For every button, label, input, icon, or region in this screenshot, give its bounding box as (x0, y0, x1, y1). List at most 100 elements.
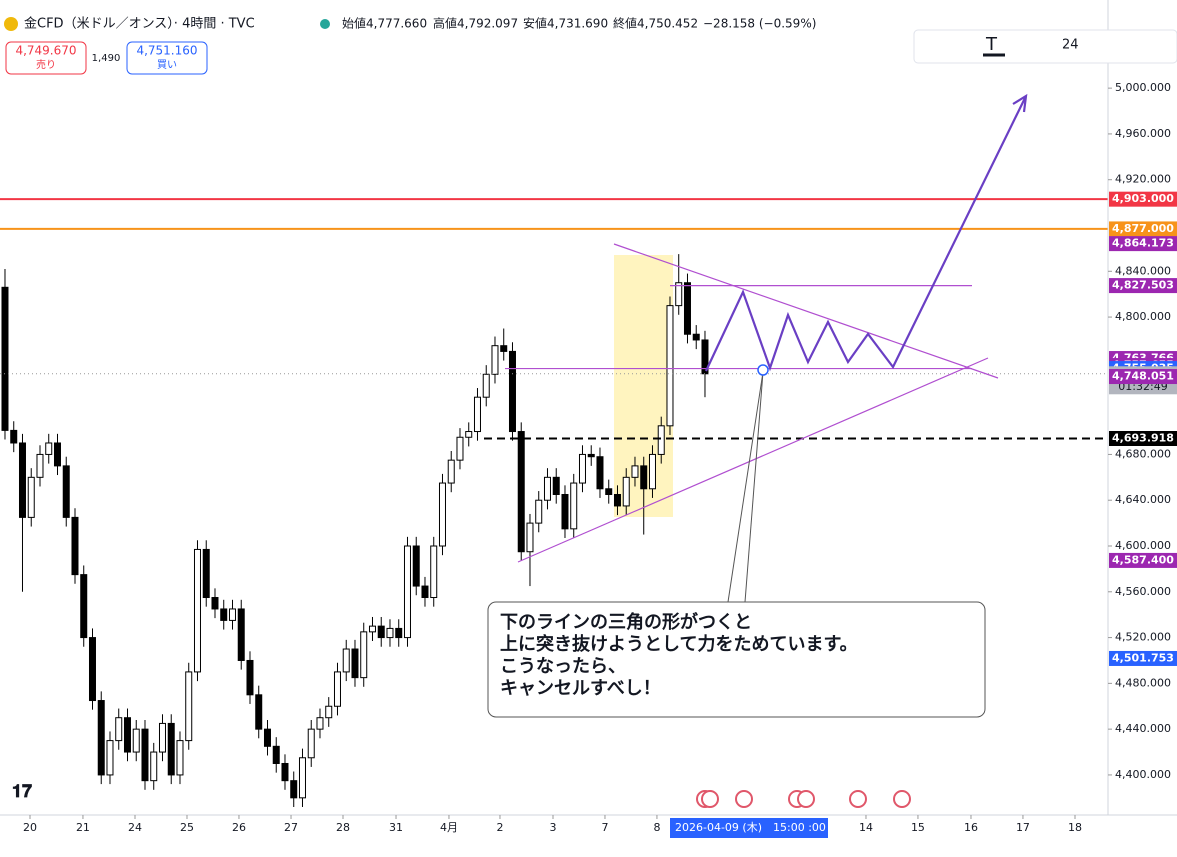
candle-body (517, 431, 525, 553)
candle-body (430, 545, 438, 599)
candle-body (228, 608, 236, 621)
x-tick-label: 8 (653, 821, 660, 834)
status-dot (320, 19, 330, 29)
candle-body (613, 493, 621, 507)
x-tick-label: 18 (1068, 821, 1082, 834)
candle-body (307, 728, 315, 759)
sell-button[interactable] (5, 41, 87, 75)
candle-body (62, 465, 70, 518)
crosshair-label: 2026-04-09 (木) 15:00 :00 (675, 821, 826, 834)
candle-body (333, 671, 341, 707)
candle-body (377, 625, 385, 639)
candle-body (325, 705, 333, 719)
candle-body (403, 545, 411, 639)
candle-body (473, 396, 481, 433)
font-size[interactable]: 24 (1062, 38, 1079, 53)
event-icons (696, 790, 911, 808)
candle-body (18, 442, 26, 518)
candle-body (97, 700, 105, 776)
trend-line-lower (517, 357, 989, 563)
y-tick-label: 4,440.000 (1115, 722, 1171, 735)
y-tick-label: 4,920.000 (1115, 173, 1171, 186)
y-tick-label: 4,400.000 (1115, 768, 1171, 781)
candle-body (185, 671, 193, 742)
candle-body (132, 728, 140, 753)
candle-body (482, 373, 490, 398)
candle-body (631, 465, 639, 478)
price-label-bg (1109, 221, 1177, 237)
candle-body (272, 745, 280, 764)
candle-body (290, 780, 298, 799)
price-label: 4,903.000 (1112, 192, 1174, 205)
crosshair-label-bg (670, 818, 828, 838)
candle-body (27, 476, 35, 518)
candle-body (456, 436, 464, 461)
candle-body (71, 516, 79, 576)
x-tick-label: 25 (180, 821, 194, 834)
forecast-path (705, 97, 1026, 372)
y-tick-label: 4,960.000 (1115, 127, 1171, 140)
price-label-bg (1109, 430, 1177, 446)
x-tick-label: 16 (964, 821, 978, 834)
candle-body (578, 453, 586, 484)
candle-body (412, 545, 420, 587)
candle-body (605, 488, 613, 495)
price-label-bg (1109, 369, 1177, 385)
candle-body (263, 728, 271, 747)
candle-body (535, 499, 543, 524)
candle-body (36, 453, 44, 478)
price-label: 4,864.173 (1112, 237, 1174, 250)
candle-body (106, 740, 114, 776)
x-tick-label: 20 (23, 821, 37, 834)
buy-button[interactable] (126, 41, 208, 75)
ohlc-high: 高値4,792.097 (433, 16, 518, 31)
spread: 1,490 (92, 53, 121, 64)
candle-body (526, 522, 534, 553)
candle-body (395, 627, 403, 639)
y-tick-label: 4,480.000 (1115, 676, 1171, 689)
candle-body (552, 476, 560, 495)
price-label: 4,827.503 (1112, 279, 1174, 292)
candle-body (53, 442, 61, 467)
candle-body (80, 574, 88, 639)
x-tick-label: 24 (128, 821, 142, 834)
x-tick-label: 15 (911, 821, 925, 834)
candle-body (508, 350, 516, 433)
candle-body (360, 631, 368, 679)
callout-box (487, 601, 986, 718)
candle-body (1, 286, 9, 431)
callout-text: こうなったら、 (500, 656, 626, 677)
x-tick-label: 28 (336, 821, 350, 834)
candle-body (596, 456, 604, 490)
candle-body (158, 722, 166, 753)
y-tick-label: 4,800.000 (1115, 310, 1171, 323)
x-tick-label: 14 (859, 821, 873, 834)
candle-body (500, 345, 508, 352)
candle-body (237, 608, 245, 661)
candle-body (45, 442, 53, 455)
change: −28.158 (−0.59%) (703, 17, 816, 31)
candle-body (298, 757, 306, 799)
candle-body (351, 648, 359, 679)
symbol: 金CFD（米ドル／オンス）· 4時間 · TVC (24, 16, 255, 32)
text-tool[interactable]: T (985, 34, 998, 55)
y-tick-label: 4,520.000 (1115, 631, 1171, 644)
price-label: 4,877.000 (1112, 222, 1174, 235)
y-tick-label: 4,840.000 (1115, 264, 1171, 277)
candle-body (648, 453, 656, 490)
candle-body (220, 608, 228, 621)
arrow-head (1012, 93, 1028, 113)
candle-body (543, 476, 551, 501)
x-tick-label: 17 (1016, 821, 1030, 834)
candle-body (115, 717, 123, 742)
candle-body (202, 548, 210, 599)
candle-body (316, 717, 324, 730)
candle-body (675, 282, 683, 307)
axis-layer: 5,000.000 4,960.000 4,920.000 4,840.000 4,80… (23, 81, 1177, 834)
x-tick-label: 7 (601, 821, 608, 834)
price-label: 4,501.753 (1112, 651, 1174, 664)
y-tick-label: 4,680.000 (1115, 447, 1171, 460)
x-tick-label: 27 (284, 821, 298, 834)
